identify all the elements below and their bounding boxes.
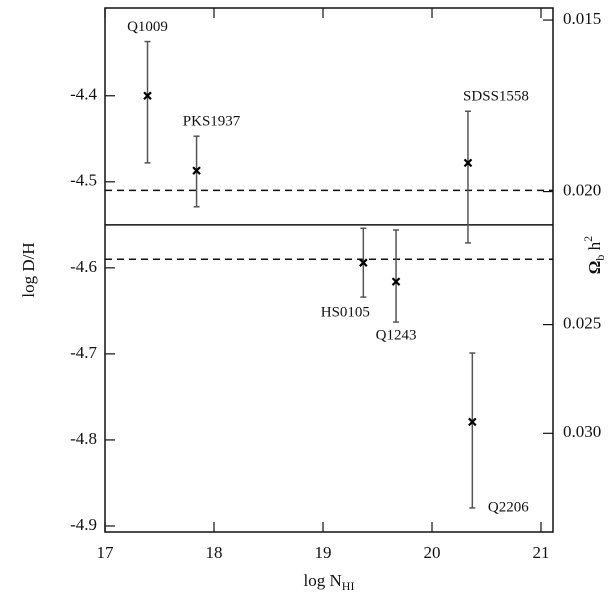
y2-tick-label: 0.015 [563,9,601,28]
y2-label-rest: h [585,241,604,254]
x-tick-label: 20 [424,543,441,562]
y2-label-sub: b [593,255,607,261]
data-point [463,158,473,168]
point-label: HS0105 [321,305,370,321]
y2-label-main: Ω [585,261,604,275]
y2-tick-label: 0.030 [563,422,601,441]
x-label-sub: HI [342,579,355,593]
y2-tick-label: 0.020 [563,180,601,199]
y-tick-label: -4.6 [70,257,97,276]
x-tick-label: 17 [97,543,115,562]
y-tick-label: -4.8 [70,429,97,448]
point-label: SDSS1558 [463,89,529,105]
point-label: Q1009 [127,19,168,35]
y2-axis-label: Ωb h2 [581,236,607,274]
point-label: Q1243 [376,327,417,343]
point-label: PKS1937 [183,114,241,130]
x-tick-label: 21 [533,543,550,562]
data-point [359,258,368,267]
data-point [192,166,201,175]
plot-frame [104,7,554,533]
x-axis-label: log NHI [304,571,355,593]
y-tick-label: -4.5 [70,171,97,190]
data-point [391,277,401,286]
data-point [143,91,152,101]
point-label: Q2206 [488,499,529,515]
x-tick-label: 19 [315,543,332,562]
x-label-main: log N [304,571,342,590]
y-tick-label: -4.9 [70,515,97,534]
y-tick-label: -4.4 [70,85,97,104]
y-tick-label: -4.7 [70,343,97,362]
data-point [468,417,477,427]
y-axis-label: log D/H [19,242,38,297]
y2-label-sup: 2 [581,236,595,242]
y2-tick-label: 0.025 [563,314,601,333]
x-tick-label: 18 [206,543,223,562]
